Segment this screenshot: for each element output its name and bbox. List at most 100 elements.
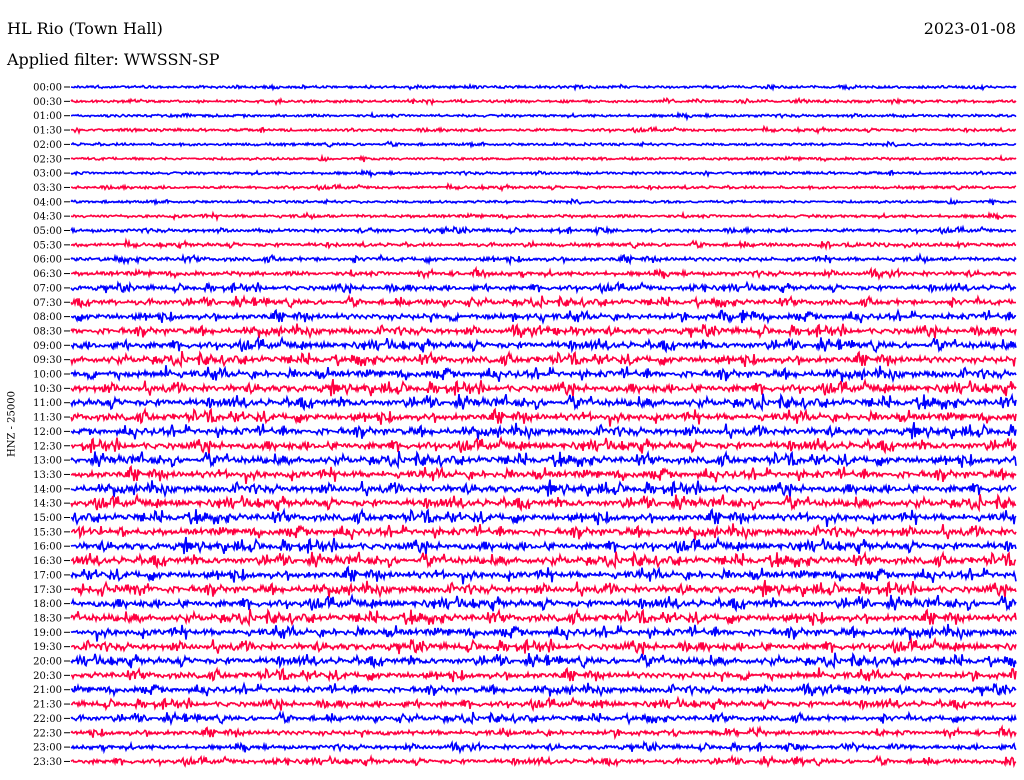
row-time-label: 20:30 — [33, 671, 62, 682]
trace-row — [70, 636, 1017, 655]
row-time-label: 14:00 — [33, 484, 62, 495]
trace-row — [70, 293, 1016, 311]
row-time-label: 14:30 — [33, 499, 62, 510]
row-time-label: 02:00 — [33, 140, 62, 151]
trace-row — [70, 168, 1017, 179]
trace-row — [70, 740, 1017, 755]
row-time-label: 03:00 — [33, 169, 62, 180]
trace-row — [70, 323, 1017, 340]
trace-row — [70, 565, 1017, 585]
trace-row — [70, 153, 1017, 163]
row-time-label: 13:30 — [33, 470, 62, 481]
row-time-label: 15:30 — [33, 527, 62, 538]
trace-row — [70, 593, 1017, 613]
row-time-label: 10:00 — [33, 370, 62, 381]
trace-row — [70, 96, 1017, 107]
trace-row — [70, 479, 1017, 499]
trace-row — [70, 422, 1017, 441]
row-time-label: 11:00 — [33, 398, 62, 409]
row-time-label: 15:00 — [33, 513, 62, 524]
row-time-label: 07:00 — [33, 283, 62, 294]
trace-row — [70, 535, 1017, 555]
row-time-label: 00:00 — [33, 83, 62, 94]
row-time-label: 06:30 — [33, 269, 62, 280]
trace-row — [70, 450, 1017, 470]
row-time-label: 20:00 — [33, 657, 62, 668]
trace-row — [70, 523, 1017, 542]
row-time-label: 19:00 — [33, 628, 62, 639]
date-label: 2023-01-08 — [923, 19, 1016, 38]
row-time-label: 07:30 — [33, 298, 62, 309]
trace-row — [70, 110, 1017, 122]
trace-row — [70, 464, 1017, 485]
row-time-label: 09:30 — [33, 355, 62, 366]
row-time-label: 17:00 — [33, 570, 62, 581]
row-time-label: 00:30 — [33, 97, 62, 108]
filter-label: Applied filter: WWSSN-SP — [7, 50, 220, 69]
row-time-label: 06:00 — [33, 255, 62, 266]
trace-row — [70, 507, 1017, 528]
row-time-label: 10:30 — [33, 384, 62, 395]
trace-row — [70, 681, 1017, 698]
row-time-label: 17:30 — [33, 585, 62, 596]
row-time-label: 04:30 — [33, 212, 62, 223]
row-time-label: 01:00 — [33, 111, 62, 122]
trace-row — [70, 252, 1017, 267]
row-time-label: 05:30 — [33, 240, 62, 251]
row-time-label: 11:30 — [33, 413, 62, 424]
row-time-label: 19:30 — [33, 642, 62, 653]
trace-row — [70, 210, 1017, 223]
row-time-label: 23:30 — [33, 757, 62, 768]
trace-row — [70, 265, 1017, 281]
seismic-traces — [70, 82, 1017, 769]
trace-row — [70, 308, 1017, 325]
row-time-label: 21:00 — [33, 685, 62, 696]
row-time-label: 22:00 — [33, 714, 62, 725]
row-time-label: 01:30 — [33, 126, 62, 137]
trace-row — [70, 607, 1017, 628]
trace-row — [70, 140, 1017, 149]
trace-row — [70, 753, 1017, 769]
trace-row — [70, 224, 1016, 237]
trace-row — [70, 182, 1017, 193]
trace-row — [70, 124, 1017, 136]
row-time-label: 12:00 — [33, 427, 62, 438]
row-time-label: 18:30 — [33, 613, 62, 624]
y-axis-label: HNZ - 25000 — [6, 391, 18, 457]
trace-row — [70, 365, 1017, 384]
trace-row — [70, 335, 1017, 354]
row-time-label: 13:00 — [33, 456, 62, 467]
row-time-label: 08:30 — [33, 326, 62, 337]
row-time-label: 21:30 — [33, 700, 62, 711]
trace-row — [70, 392, 1017, 413]
row-time-label: 12:30 — [33, 441, 62, 452]
trace-row — [70, 724, 1017, 741]
trace-row — [70, 623, 1017, 642]
row-time-label: 02:30 — [33, 154, 62, 165]
row-time-label: 16:00 — [33, 542, 62, 553]
trace-row — [70, 579, 1017, 599]
time-labels: 00:00 00:30 01:00 01:30 02:00 02:30 03:00 03:30… — [33, 83, 70, 768]
trace-row — [70, 695, 1017, 713]
row-time-label: 22:30 — [33, 728, 62, 739]
row-time-label: 03:30 — [33, 183, 62, 194]
trace-row — [70, 550, 1017, 570]
station-title: HL Rio (Town Hall) — [7, 19, 163, 38]
row-time-label: 09:00 — [33, 341, 62, 352]
trace-row — [70, 435, 1017, 455]
trace-row — [70, 492, 1017, 513]
trace-row — [70, 710, 1017, 727]
trace-row — [70, 237, 1017, 251]
trace-row — [70, 196, 1017, 207]
trace-row — [70, 280, 1017, 295]
row-time-label: 05:00 — [33, 226, 62, 237]
trace-row — [70, 82, 1017, 92]
trace-row — [70, 651, 1017, 670]
row-time-label: 08:00 — [33, 312, 62, 323]
row-time-label: 23:00 — [33, 743, 62, 754]
trace-row — [70, 666, 1017, 683]
row-time-label: 04:00 — [33, 197, 62, 208]
row-time-label: 18:00 — [33, 599, 62, 610]
trace-row — [70, 378, 1017, 398]
